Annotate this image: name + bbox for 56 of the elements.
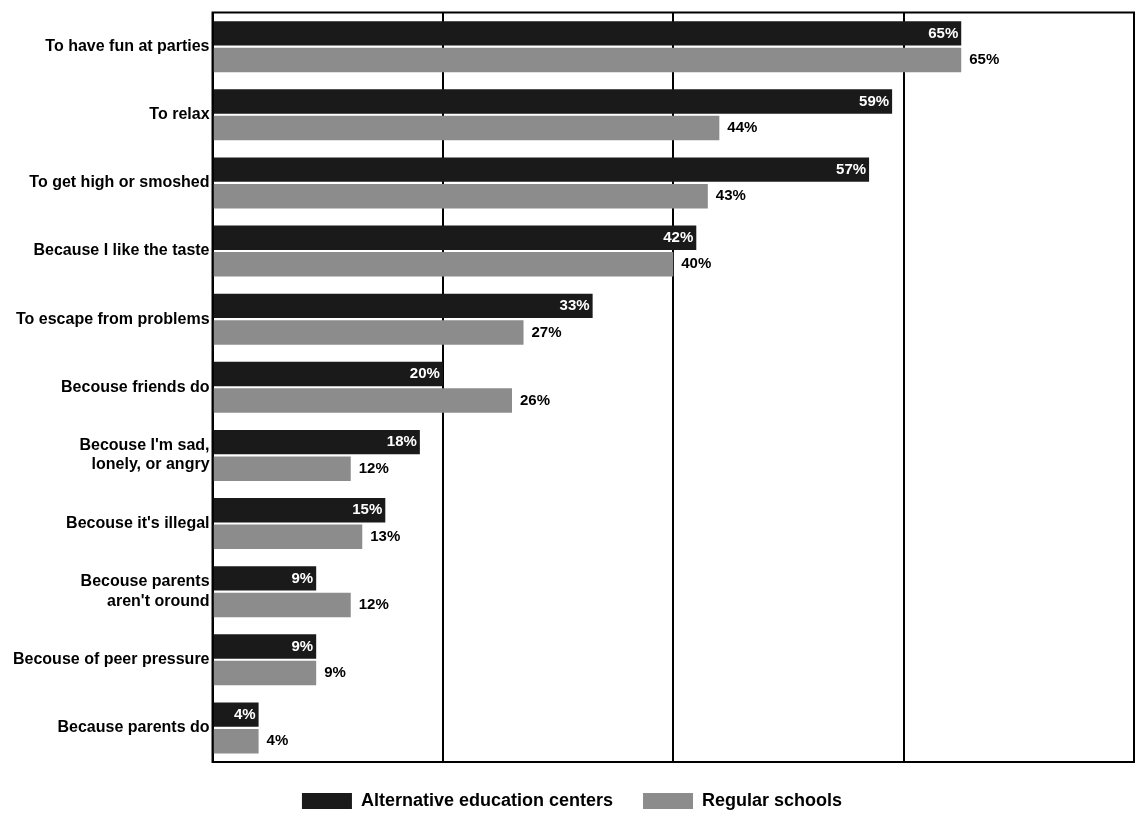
data-label: 65% <box>969 50 1000 68</box>
bar <box>213 183 708 209</box>
data-label: 12% <box>358 595 389 613</box>
bar <box>213 157 870 182</box>
data-label: 18% <box>386 432 417 450</box>
bar <box>213 225 697 250</box>
bar <box>213 498 386 523</box>
y-tick-label: Becouse it's illegal <box>66 513 210 531</box>
data-label: 20% <box>409 364 440 382</box>
data-label: 43% <box>715 186 746 204</box>
y-tick-label: Becouse of peer pressure <box>12 650 210 668</box>
bar <box>213 729 259 754</box>
data-label: 12% <box>358 458 389 476</box>
y-tick-label: Because parents do <box>57 718 210 736</box>
bar <box>213 21 962 46</box>
data-label: 42% <box>663 227 694 245</box>
y-tick-label: To relax <box>149 105 210 123</box>
bar <box>213 524 363 550</box>
y-tick-label: Becouse parents aren't oround <box>80 572 210 609</box>
data-label: 4% <box>266 731 289 749</box>
bar <box>213 115 720 141</box>
bar <box>213 89 893 114</box>
data-label: 9% <box>324 663 346 681</box>
bar <box>213 388 512 413</box>
y-tick-label: To have fun at parties <box>45 37 210 55</box>
y-tick-label: Becouse I'm sad, lonely, or angry <box>79 436 210 473</box>
y-tick-label: To escape from problems <box>15 309 210 327</box>
data-label: 9% <box>291 636 314 654</box>
data-label: 40% <box>681 254 712 272</box>
bar <box>213 634 317 659</box>
y-tick-label: Becouse friends do <box>61 377 210 395</box>
bar <box>213 293 593 319</box>
data-label: 65% <box>928 23 959 41</box>
bar <box>213 361 443 387</box>
legend-label: Alternative education centers <box>360 789 614 810</box>
bar <box>213 429 420 455</box>
legend-label: Regular schools <box>702 789 843 810</box>
bar <box>213 566 317 591</box>
data-label: 26% <box>520 390 551 408</box>
bar <box>213 252 674 277</box>
data-label: 27% <box>531 322 562 340</box>
data-label: 9% <box>291 568 314 586</box>
data-label: 15% <box>352 500 383 518</box>
data-label: 33% <box>559 296 590 314</box>
bar <box>213 660 317 686</box>
data-label: 4% <box>233 704 256 722</box>
data-label: 59% <box>859 91 890 109</box>
bar <box>213 456 351 481</box>
bar <box>213 592 351 618</box>
bar <box>213 320 524 345</box>
data-label: 57% <box>836 159 867 177</box>
y-tick-label: To get high or smoshed <box>29 173 210 191</box>
y-tick-label: Because I like the taste <box>33 241 210 259</box>
bar <box>213 47 962 73</box>
data-label: 13% <box>370 526 401 544</box>
data-label: 44% <box>727 118 758 136</box>
